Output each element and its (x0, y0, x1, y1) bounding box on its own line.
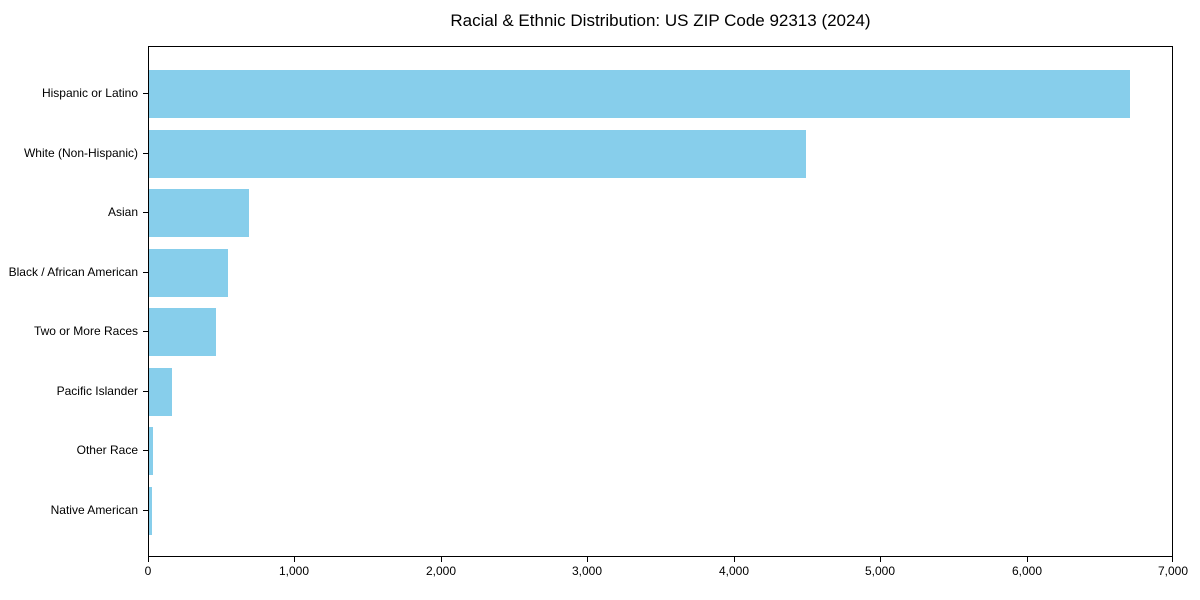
x-tick-label: 2,000 (425, 564, 457, 578)
x-tick-mark (441, 557, 442, 562)
x-tick-label: 6,000 (1011, 564, 1043, 578)
bar-white-non-hispanic (149, 130, 806, 178)
x-tick-mark (734, 557, 735, 562)
bar-native-american (149, 487, 152, 535)
x-tick-mark (148, 557, 149, 562)
y-tick-label: Asian (107, 205, 138, 219)
x-tick-label: 4,000 (718, 564, 750, 578)
x-tick-label: 3,000 (571, 564, 603, 578)
y-tick-mark (143, 272, 148, 273)
x-tick-label: 5,000 (864, 564, 896, 578)
plot-area (148, 46, 1173, 557)
bar-asian (149, 189, 249, 237)
bar-hispanic-or-latino (149, 70, 1130, 118)
y-tick-mark (143, 331, 148, 332)
y-tick-mark (143, 450, 148, 451)
y-tick-label: White (Non-Hispanic) (23, 146, 138, 160)
x-tick-mark (880, 557, 881, 562)
y-tick-mark (143, 153, 148, 154)
x-tick-label: 7,000 (1157, 564, 1189, 578)
y-tick-mark (143, 510, 148, 511)
chart-title: Racial & Ethnic Distribution: US ZIP Cod… (450, 11, 871, 30)
y-tick-mark (143, 391, 148, 392)
y-tick-label: Native American (50, 503, 138, 517)
y-tick-label: Other Race (76, 443, 138, 457)
x-tick-mark (294, 557, 295, 562)
bar-black-african-american (149, 249, 228, 297)
y-tick-mark (143, 93, 148, 94)
bar-two-or-more-races (149, 308, 216, 356)
y-tick-mark (143, 212, 148, 213)
y-tick-label: Two or More Races (33, 324, 138, 338)
x-tick-mark (1027, 557, 1028, 562)
x-tick-label: 0 (144, 564, 152, 578)
y-tick-label: Hispanic or Latino (41, 86, 138, 100)
bar-pacific-islander (149, 368, 172, 416)
x-tick-label: 1,000 (278, 564, 310, 578)
y-tick-label: Pacific Islander (56, 384, 138, 398)
x-tick-mark (1172, 557, 1173, 562)
x-tick-mark (587, 557, 588, 562)
bar-other-race (149, 427, 153, 475)
y-tick-label: Black / African American (8, 265, 138, 279)
